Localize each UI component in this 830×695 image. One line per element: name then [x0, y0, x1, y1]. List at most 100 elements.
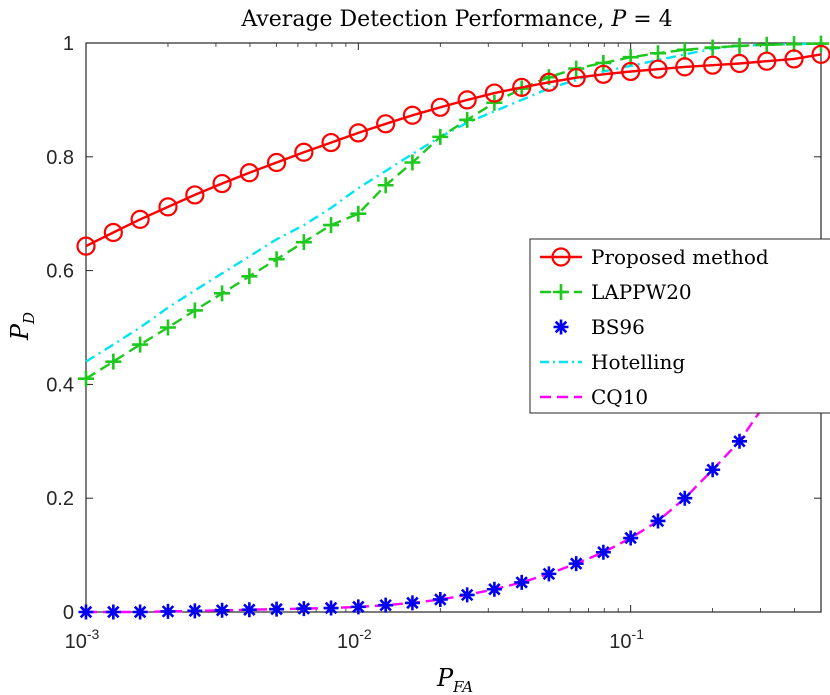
legend-marker	[553, 284, 569, 300]
data-point	[160, 603, 176, 619]
data-point	[268, 251, 285, 268]
data-point	[432, 128, 449, 145]
data-point	[239, 163, 259, 183]
data-point	[350, 205, 367, 222]
data-point	[593, 64, 613, 84]
data-point	[103, 222, 123, 243]
data-point	[729, 53, 750, 74]
data-point	[159, 319, 176, 336]
data-point	[294, 142, 314, 162]
data-point	[130, 209, 150, 229]
data-point	[595, 54, 612, 71]
data-point	[348, 123, 368, 143]
legend-marker	[553, 319, 569, 335]
data-point	[512, 77, 532, 97]
data-point	[378, 597, 394, 613]
data-point	[784, 49, 804, 69]
data-point	[459, 111, 476, 128]
series-line	[86, 332, 822, 614]
chart-title: Average Detection Performance, P = 4	[240, 7, 672, 32]
data-point	[459, 587, 475, 603]
data-point	[539, 72, 559, 92]
y-tick-label: 0.6	[46, 261, 74, 283]
data-point	[650, 513, 666, 529]
y-tick-label: 0.2	[46, 488, 74, 510]
data-point	[105, 604, 121, 620]
data-point	[541, 566, 557, 582]
data-point	[376, 114, 396, 134]
legend-label: Hotelling	[591, 350, 685, 374]
data-point	[484, 83, 505, 103]
data-point	[241, 268, 258, 285]
series-layer	[76, 35, 830, 620]
x-tick-label: 10-1	[609, 626, 644, 653]
series-bs96	[78, 325, 829, 620]
legend-entry: BS96	[553, 315, 645, 339]
legend-entry: Hotelling	[540, 350, 685, 374]
y-axis-label: PD	[6, 312, 38, 341]
series-hotelling	[85, 42, 822, 363]
data-point	[621, 61, 641, 82]
data-point	[187, 603, 203, 619]
y-tick-label: 1	[63, 33, 74, 55]
data-point	[158, 197, 178, 217]
series-line	[85, 42, 822, 380]
data-point	[432, 591, 448, 607]
data-point	[132, 336, 149, 353]
data-point	[76, 236, 96, 256]
data-point	[623, 530, 639, 546]
data-point	[323, 217, 340, 234]
data-point	[566, 68, 586, 88]
x-tick-label: 10-3	[65, 626, 100, 653]
legend: Proposed method LAPPW20 BS96 Hotelling CQ10	[529, 238, 830, 414]
series-lappw20	[78, 35, 829, 387]
data-point	[649, 45, 666, 62]
y-tick-label: 0	[63, 602, 74, 624]
data-point	[676, 41, 693, 58]
data-point	[214, 602, 230, 618]
data-point	[677, 490, 693, 506]
data-point	[675, 57, 695, 77]
data-point	[731, 37, 748, 54]
data-point	[757, 51, 777, 71]
data-point	[430, 97, 450, 117]
data-point	[404, 154, 421, 171]
data-point	[705, 462, 721, 478]
legend-label: CQ10	[591, 385, 648, 409]
data-point	[404, 595, 420, 611]
data-point	[595, 544, 611, 560]
data-point	[703, 55, 723, 75]
y-tick-label: 0.4	[46, 374, 74, 396]
data-point	[457, 90, 477, 110]
data-point	[186, 302, 203, 319]
data-point	[648, 59, 668, 79]
data-point	[269, 601, 285, 617]
data-point	[486, 94, 503, 111]
legend-label: BS96	[591, 315, 645, 339]
legend-entry: LAPPW20	[540, 280, 692, 304]
series-proposed-method	[76, 44, 830, 256]
data-point	[78, 370, 94, 387]
x-tick-label: 10-2	[337, 626, 372, 653]
data-point	[731, 433, 747, 449]
legend-entry: Proposed method	[540, 245, 769, 269]
data-point	[402, 105, 423, 125]
data-point	[514, 574, 530, 590]
series-cq10	[86, 332, 822, 614]
data-point	[323, 600, 339, 616]
data-point	[132, 604, 148, 620]
y-tick-label: 0.8	[46, 147, 74, 169]
data-point	[214, 285, 231, 302]
data-point	[486, 581, 502, 597]
data-point	[321, 132, 341, 153]
legend-entry: CQ10	[540, 385, 648, 409]
data-point	[185, 185, 205, 205]
series-line	[85, 42, 822, 363]
data-point	[350, 599, 366, 615]
data-point	[568, 556, 584, 572]
data-point	[813, 35, 829, 52]
data-point	[212, 173, 232, 194]
data-point	[704, 39, 721, 56]
legend-box	[529, 238, 830, 414]
